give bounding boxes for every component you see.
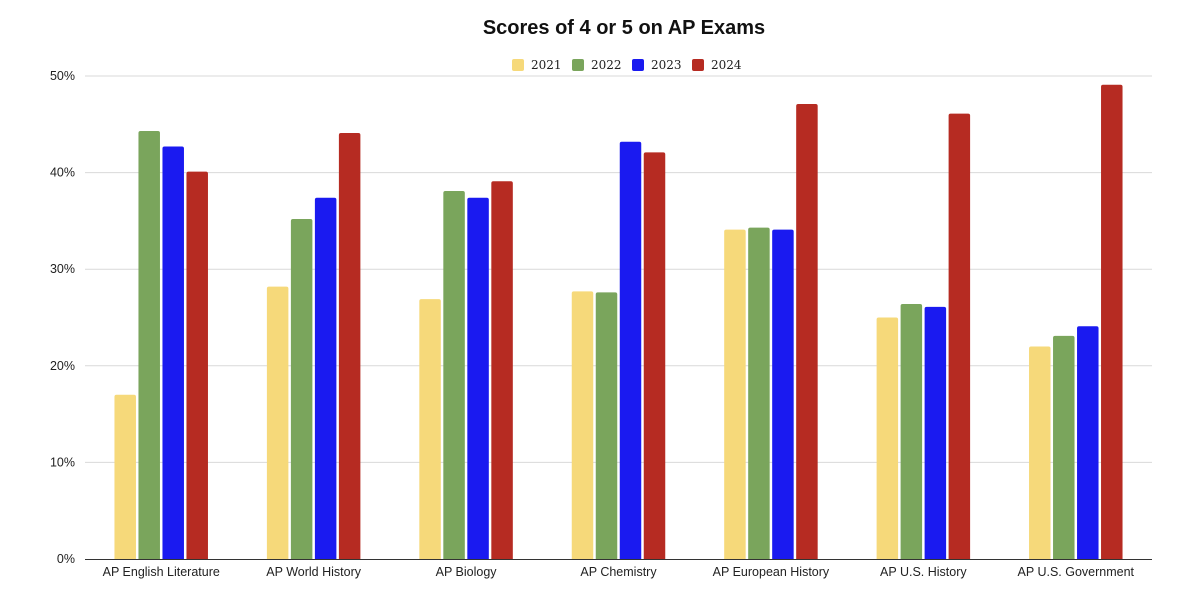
bar-2021 <box>876 317 899 559</box>
y-tick-label: 30% <box>50 262 75 276</box>
bar-2022 <box>290 218 313 559</box>
x-tick-label: AP European History <box>713 565 830 579</box>
legend-swatch <box>512 59 524 71</box>
x-tick-label: AP Biology <box>436 565 498 579</box>
bar-2024 <box>643 152 666 559</box>
bar-2024 <box>948 113 971 559</box>
bar-2023 <box>924 306 947 559</box>
x-tick-label: AP U.S. History <box>880 565 967 579</box>
bar-2024 <box>186 171 208 559</box>
bar-2021 <box>266 286 289 559</box>
bar-2021 <box>724 229 746 559</box>
bar-2021 <box>114 394 136 559</box>
legend-label: 2023 <box>651 58 682 72</box>
bar-2024 <box>1101 84 1123 559</box>
legend-label: 2024 <box>711 58 742 72</box>
legend-swatch <box>692 59 704 71</box>
x-axis: AP English Literature AP World History AP … <box>85 559 1152 579</box>
bar-2024 <box>491 181 513 559</box>
legend: 2021 2022 2023 2024 <box>512 58 742 72</box>
y-tick-label: 0% <box>57 552 75 566</box>
x-tick-label: AP Chemistry <box>580 565 657 579</box>
legend-label: 2022 <box>591 58 622 72</box>
bar-2022 <box>748 227 770 560</box>
bar-2023 <box>162 146 184 559</box>
bar-2023 <box>772 229 794 559</box>
bar-2021 <box>419 299 441 559</box>
x-tick-label: AP World History <box>266 565 361 579</box>
bar-2021 <box>571 291 594 559</box>
bar-2022 <box>1053 335 1075 559</box>
bars <box>114 84 1123 560</box>
legend-swatch <box>632 59 644 71</box>
bar-2021 <box>1029 346 1051 559</box>
bar-2023 <box>467 197 489 559</box>
y-tick-label: 50% <box>50 69 75 83</box>
bar-2023 <box>314 197 337 559</box>
y-tick-label: 40% <box>50 166 75 180</box>
bar-2022 <box>595 292 618 559</box>
y-axis: 0% 10% 20% 30% 40% 50% <box>50 69 75 566</box>
legend-swatch <box>572 59 584 71</box>
bar-2023 <box>619 141 642 560</box>
y-tick-label: 20% <box>50 359 75 373</box>
bar-2022 <box>900 303 923 559</box>
chart-title: Scores of 4 or 5 on AP Exams <box>483 17 765 39</box>
y-tick-label: 10% <box>50 455 75 469</box>
bar-2024 <box>796 104 818 559</box>
bar-2022 <box>138 131 160 559</box>
x-tick-label: AP English Literature <box>103 565 220 579</box>
legend-label: 2021 <box>531 58 562 72</box>
x-tick-label: AP U.S. Government <box>1018 565 1135 579</box>
bar-2024 <box>338 132 361 559</box>
bar-2023 <box>1077 326 1099 559</box>
bar-2022 <box>443 190 465 560</box>
gridlines <box>85 75 1152 463</box>
